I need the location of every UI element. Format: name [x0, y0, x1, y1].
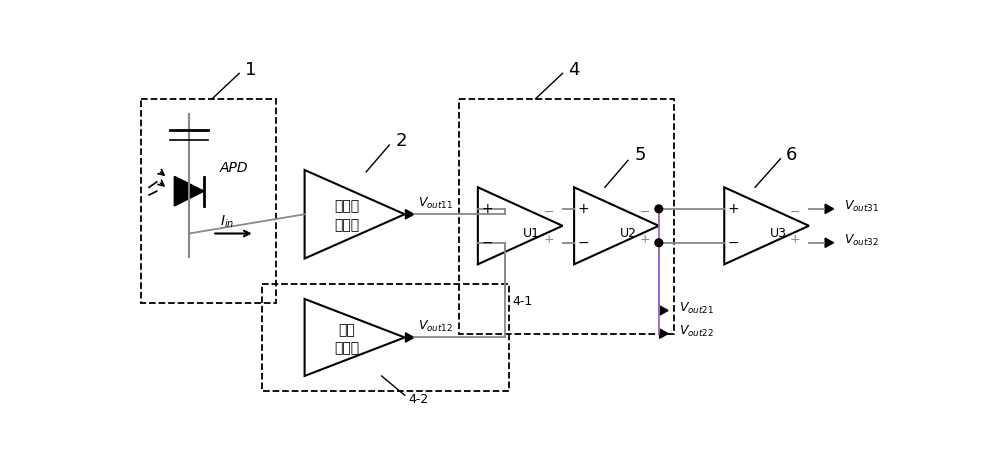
Text: −: −: [728, 236, 739, 250]
Text: +: +: [578, 202, 589, 216]
Text: 4-1: 4-1: [512, 295, 533, 308]
Polygon shape: [825, 204, 834, 213]
Text: 2: 2: [395, 132, 407, 150]
Text: 基准: 基准: [339, 323, 355, 337]
Text: +: +: [543, 233, 554, 246]
Bar: [262, 283, 509, 392]
Circle shape: [655, 239, 663, 247]
Text: 6: 6: [786, 146, 797, 164]
Text: 1: 1: [245, 61, 256, 79]
Polygon shape: [825, 238, 834, 247]
Text: +: +: [481, 202, 493, 216]
Text: APD: APD: [220, 161, 248, 175]
Text: +: +: [640, 233, 650, 246]
Polygon shape: [660, 306, 668, 315]
Bar: [141, 99, 276, 303]
Text: $V_{out21}$: $V_{out21}$: [679, 301, 714, 316]
Text: 4-2: 4-2: [409, 392, 429, 406]
Text: +: +: [790, 233, 800, 246]
Text: U1: U1: [523, 227, 540, 240]
Text: 跨阻预: 跨阻预: [334, 200, 360, 213]
Text: 5: 5: [634, 146, 646, 164]
Circle shape: [655, 205, 663, 213]
Text: +: +: [728, 202, 739, 216]
Text: $V_{out11}$: $V_{out11}$: [418, 196, 453, 211]
Polygon shape: [174, 177, 204, 206]
Text: −: −: [578, 236, 589, 250]
Text: 放大器: 放大器: [334, 341, 360, 355]
Text: $V_{out32}$: $V_{out32}$: [844, 233, 879, 248]
Text: U2: U2: [620, 227, 637, 240]
Text: $V_{out12}$: $V_{out12}$: [418, 319, 453, 334]
Text: −: −: [481, 236, 493, 250]
Polygon shape: [405, 210, 414, 219]
Bar: [459, 99, 674, 334]
Text: −: −: [640, 205, 650, 219]
Polygon shape: [405, 333, 414, 342]
Text: 放大器: 放大器: [334, 218, 360, 232]
Text: −: −: [543, 205, 554, 219]
Text: $V_{out31}$: $V_{out31}$: [844, 199, 880, 214]
Polygon shape: [660, 329, 668, 338]
Text: −: −: [790, 205, 800, 219]
Text: 4: 4: [568, 61, 579, 79]
Text: U3: U3: [770, 227, 787, 240]
Text: $V_{out22}$: $V_{out22}$: [679, 324, 714, 339]
Text: $I_{in}$: $I_{in}$: [220, 214, 234, 230]
